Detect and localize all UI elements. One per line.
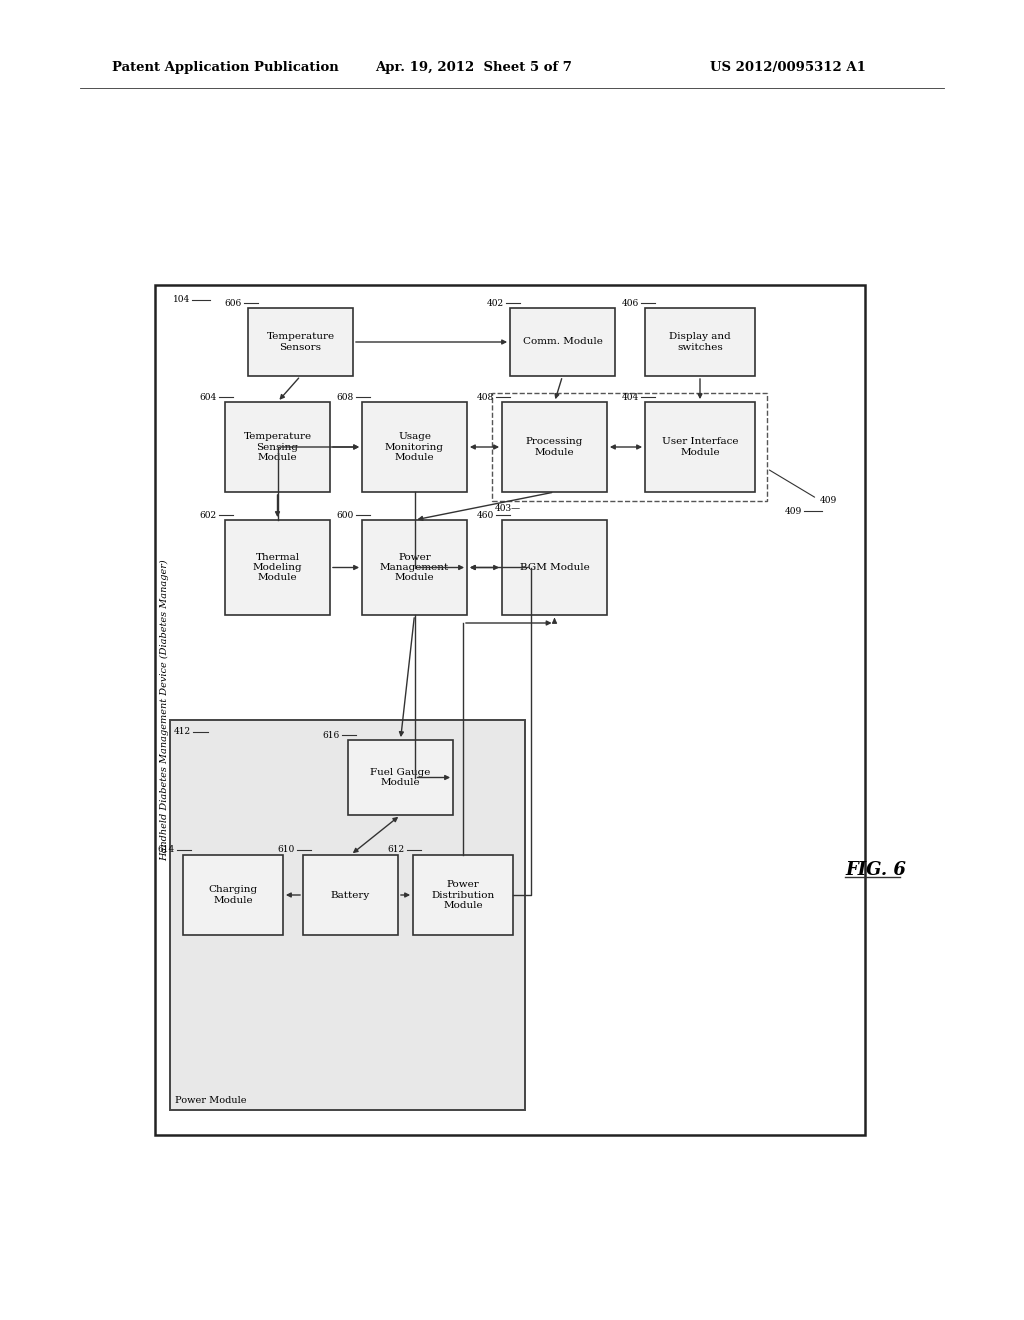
- Text: Power
Management
Module: Power Management Module: [380, 553, 450, 582]
- Text: 412: 412: [174, 727, 191, 737]
- Bar: [645, 308, 755, 376]
- Text: 608: 608: [337, 392, 354, 401]
- Text: US 2012/0095312 A1: US 2012/0095312 A1: [710, 62, 866, 74]
- Text: 600: 600: [337, 511, 354, 520]
- Bar: [155, 285, 865, 1135]
- Text: 606: 606: [224, 298, 242, 308]
- Text: Comm. Module: Comm. Module: [522, 338, 602, 346]
- Text: Usage
Monitoring
Module: Usage Monitoring Module: [385, 432, 444, 462]
- Text: 402: 402: [486, 298, 504, 308]
- Text: Patent Application Publication: Patent Application Publication: [112, 62, 339, 74]
- Text: 604: 604: [200, 392, 217, 401]
- Text: 409: 409: [820, 496, 838, 506]
- Bar: [413, 855, 513, 935]
- Text: FIG. 6: FIG. 6: [845, 861, 906, 879]
- Text: 404: 404: [622, 392, 639, 401]
- Text: 616: 616: [323, 730, 340, 739]
- Bar: [510, 308, 615, 376]
- Text: 406: 406: [622, 298, 639, 308]
- Bar: [362, 520, 467, 615]
- Bar: [502, 403, 607, 492]
- Bar: [248, 308, 353, 376]
- Bar: [183, 855, 283, 935]
- Text: 408: 408: [477, 392, 494, 401]
- Text: Power Module: Power Module: [175, 1096, 247, 1105]
- Text: Apr. 19, 2012  Sheet 5 of 7: Apr. 19, 2012 Sheet 5 of 7: [375, 62, 571, 74]
- Bar: [348, 741, 453, 814]
- Text: Temperature
Sensors: Temperature Sensors: [266, 333, 335, 351]
- Text: 403—: 403—: [495, 504, 521, 513]
- Text: 614: 614: [158, 846, 175, 854]
- Text: Charging
Module: Charging Module: [209, 886, 258, 904]
- Bar: [170, 719, 525, 1110]
- Text: 610: 610: [278, 846, 295, 854]
- Bar: [225, 403, 330, 492]
- Bar: [303, 855, 398, 935]
- Text: Battery: Battery: [331, 891, 370, 899]
- Bar: [362, 403, 467, 492]
- Text: 104: 104: [173, 296, 190, 305]
- Text: 460: 460: [477, 511, 494, 520]
- Text: 612: 612: [388, 846, 406, 854]
- Text: Power
Distribution
Module: Power Distribution Module: [431, 880, 495, 909]
- Bar: [225, 520, 330, 615]
- Text: BGM Module: BGM Module: [519, 564, 590, 572]
- Text: Display and
switches: Display and switches: [669, 333, 731, 351]
- Bar: [502, 520, 607, 615]
- Text: Temperature
Sensing
Module: Temperature Sensing Module: [244, 432, 311, 462]
- Text: 409: 409: [784, 507, 802, 516]
- Text: Handheld Diabetes Management Device (Diabetes Manager): Handheld Diabetes Management Device (Dia…: [161, 560, 170, 861]
- Text: User Interface
Module: User Interface Module: [662, 437, 738, 457]
- Text: Fuel Gauge
Module: Fuel Gauge Module: [371, 768, 431, 787]
- Text: 602: 602: [200, 511, 217, 520]
- Text: Thermal
Modeling
Module: Thermal Modeling Module: [253, 553, 302, 582]
- Bar: [645, 403, 755, 492]
- Bar: [492, 393, 767, 502]
- Text: Processing
Module: Processing Module: [525, 437, 584, 457]
